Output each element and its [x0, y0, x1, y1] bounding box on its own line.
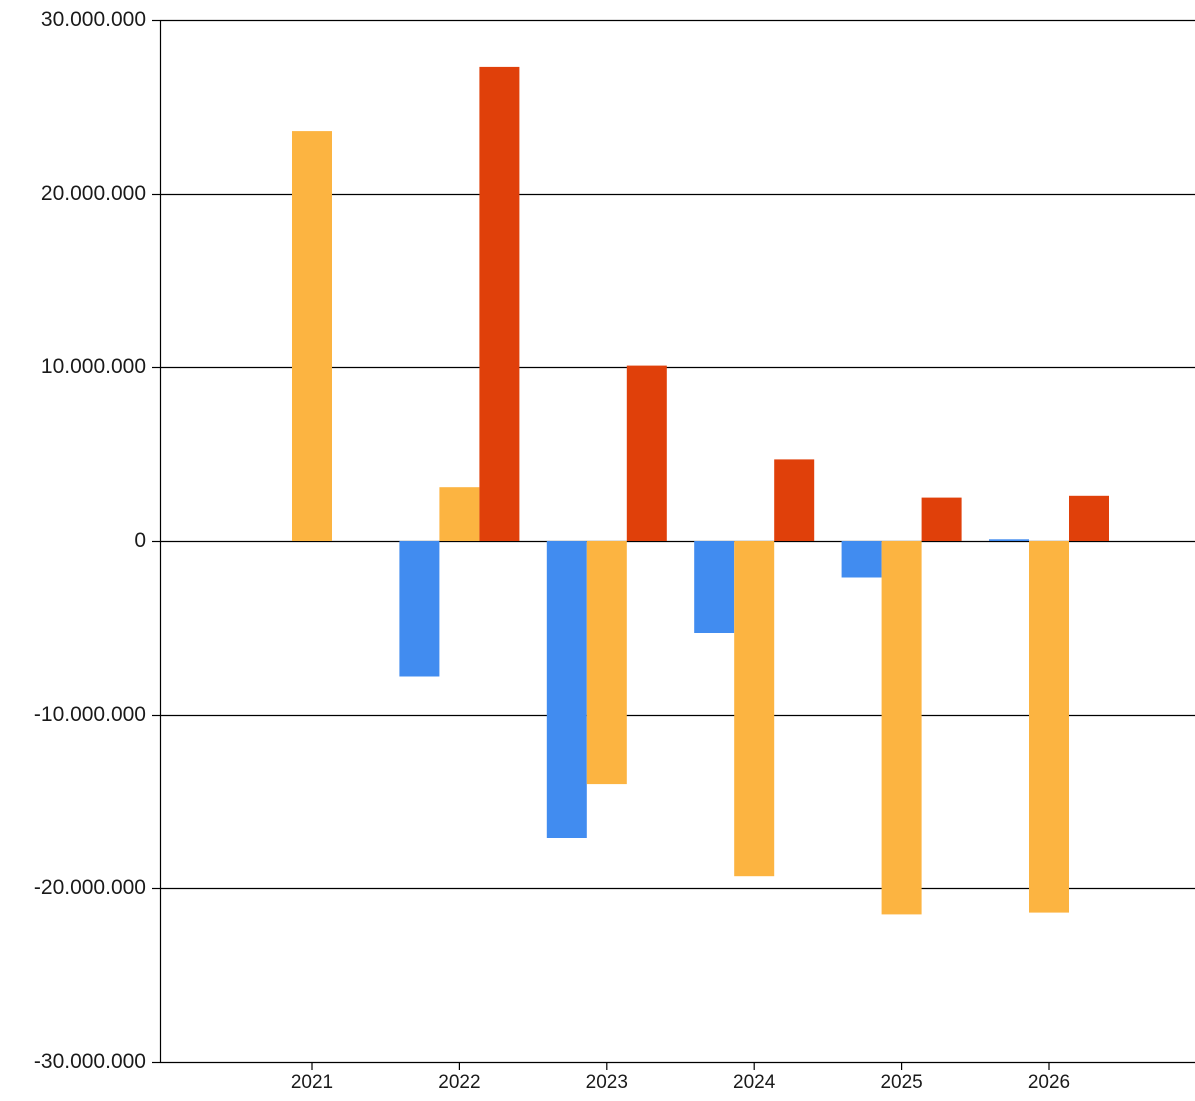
y-tick-label: 30.000.000 — [41, 8, 146, 31]
bar — [439, 487, 480, 541]
x-tick-label: 2024 — [733, 1072, 776, 1093]
y-tick-label: 20.000.000 — [41, 182, 146, 205]
bar — [881, 541, 922, 915]
bar — [546, 541, 587, 838]
bar — [292, 131, 332, 541]
y-tick-label: -10.000.000 — [34, 703, 146, 726]
bar — [1069, 495, 1109, 541]
y-tick-label: -20.000.000 — [34, 876, 146, 899]
y-tick-labels: 30.000.000 20.000.000 10.000.000 0 -10.000.0… — [34, 8, 146, 1073]
x-tick-label: 2021 — [291, 1072, 333, 1093]
x-tick-labels: 2021 2022 2023 2024 2025 2026 — [291, 1072, 1070, 1093]
bar — [479, 66, 520, 542]
bar — [1029, 541, 1069, 913]
bar — [586, 541, 627, 785]
bar — [734, 541, 775, 877]
x-tick-label: 2025 — [880, 1072, 922, 1093]
bar — [694, 541, 735, 633]
bar — [626, 365, 667, 541]
bar — [841, 541, 882, 578]
y-tick-label: 0 — [134, 529, 146, 552]
axes — [152, 19, 1195, 1070]
bars — [292, 66, 1109, 915]
bar — [399, 541, 440, 677]
bar — [921, 497, 962, 541]
y-tick-label: -30.000.000 — [34, 1050, 146, 1073]
x-tick-label: 2022 — [438, 1072, 480, 1093]
bar — [774, 459, 815, 541]
x-tick-label: 2026 — [1028, 1072, 1070, 1093]
gridlines — [160, 19, 1195, 890]
bar — [989, 539, 1029, 541]
y-tick-label: 10.000.000 — [41, 355, 146, 378]
x-tick-label: 2023 — [586, 1072, 628, 1093]
